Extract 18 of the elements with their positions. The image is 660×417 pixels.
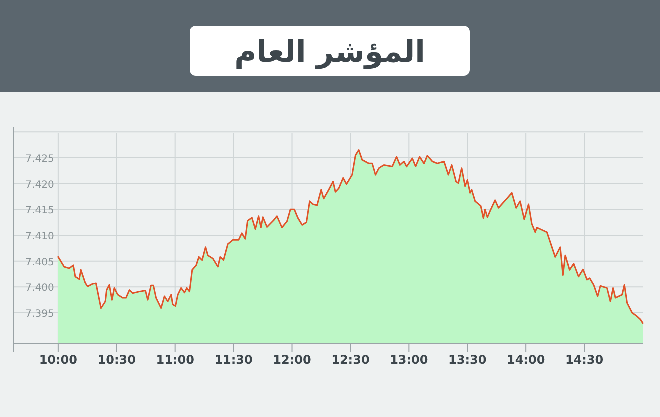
- x-tick-label: 12:00: [273, 353, 312, 367]
- x-tick-label: 14:30: [565, 353, 604, 367]
- y-tick-label: 7.415: [26, 206, 54, 217]
- y-tick-label: 7.425: [26, 154, 54, 165]
- x-tick-label: 10:30: [98, 353, 136, 367]
- x-tick-label: 11:30: [214, 353, 253, 367]
- x-tick-label: 13:00: [390, 353, 428, 367]
- x-tick-label: 14:00: [506, 353, 546, 367]
- y-tick-label: 7.410: [26, 232, 54, 242]
- x-tick-label: 10:00: [39, 353, 78, 367]
- x-tick-label: 12:30: [332, 353, 370, 367]
- y-tick-label: 7.420: [26, 180, 54, 191]
- x-tick-label: 13:30: [448, 353, 487, 367]
- y-tick-label: 7.395: [26, 309, 54, 320]
- x-tick-label: 11:00: [156, 353, 194, 367]
- y-tick-label: 7.405: [26, 257, 54, 268]
- chart-title: المؤشر العام: [234, 35, 426, 70]
- y-tick-label: 7.400: [26, 283, 54, 294]
